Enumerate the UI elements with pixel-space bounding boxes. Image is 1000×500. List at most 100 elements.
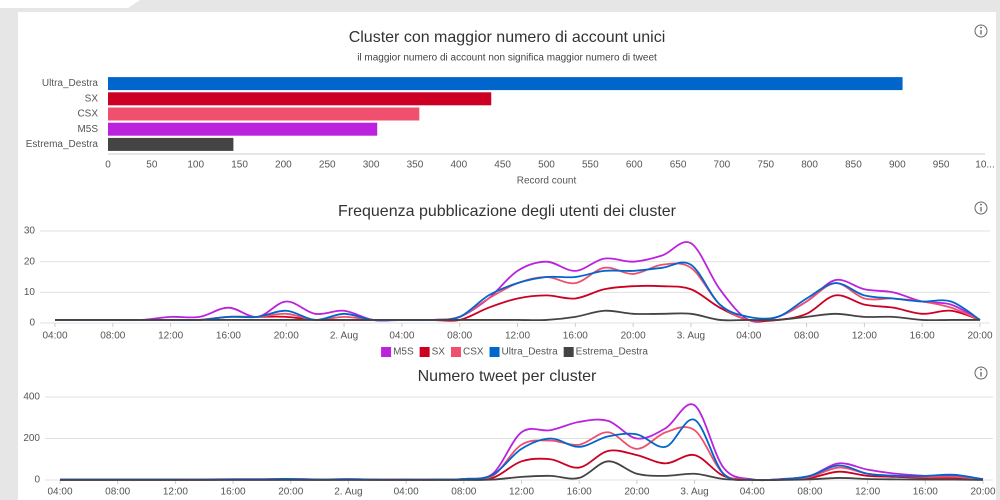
chart-title: Numero tweet per cluster <box>418 368 597 385</box>
series-line <box>54 241 981 323</box>
bar <box>108 92 492 106</box>
x-tick-label: 500 <box>538 160 555 171</box>
x-tick-label: 150 <box>231 160 248 171</box>
y-tick-label: Estrema_Destra <box>26 139 99 150</box>
x-tick-label: 900 <box>889 160 906 171</box>
chart-subtitle: il maggior numero di account non signifi… <box>357 53 657 64</box>
info-icon[interactable] <box>974 24 988 38</box>
x-tick-label: 3. Aug <box>677 331 705 342</box>
series-line <box>54 309 980 322</box>
x-tick-label: 12:00 <box>509 487 534 498</box>
x-tick-label: 800 <box>801 160 818 171</box>
x-tick-label: 750 <box>757 160 774 171</box>
x-tick-label: 550 <box>582 160 599 171</box>
info-icon-dot <box>980 203 982 206</box>
x-tick-label: 50 <box>146 160 158 171</box>
legend-swatch <box>563 347 574 357</box>
info-icon-circle <box>974 201 988 215</box>
x-tick-label: 350 <box>407 160 424 171</box>
x-tick-label: 450 <box>494 160 511 171</box>
x-tick-label: 300 <box>363 160 380 171</box>
x-tick-label: 20:00 <box>621 331 646 342</box>
legend-item[interactable]: CSX <box>450 347 484 358</box>
x-tick-label: 0 <box>105 160 111 171</box>
x-tick-label: 04:00 <box>740 487 765 498</box>
info-icon[interactable] <box>974 201 988 215</box>
info-icon-dot <box>980 26 982 29</box>
x-tick-label: 08:00 <box>105 487 130 498</box>
x-tick-label: 12:00 <box>505 331 530 342</box>
y-tick-label: 200 <box>23 433 40 444</box>
x-tick-label: 04:00 <box>47 487 72 498</box>
x-tick-label: 16:00 <box>563 331 588 342</box>
x-tick-label: 04:00 <box>736 331 761 342</box>
legend-label: Ultra_Destra <box>502 347 559 358</box>
y-tick-label: 0 <box>34 475 40 486</box>
y-tick-label: 20 <box>24 256 36 267</box>
legend-label: Estrema_Destra <box>576 347 649 358</box>
x-tick-label: 20:00 <box>624 487 649 498</box>
legend-item[interactable]: SX <box>419 347 446 358</box>
series-line <box>60 460 984 482</box>
x-tick-label: 08:00 <box>100 331 125 342</box>
legend-swatch <box>419 347 430 357</box>
chart-title: Cluster con maggior numero di account un… <box>349 29 666 46</box>
y-tick-label: 30 <box>24 226 36 237</box>
bar <box>108 77 903 91</box>
x-tick-label: 20:00 <box>970 487 995 498</box>
x-tick-label: 04:00 <box>42 331 67 342</box>
x-tick-label: 12:00 <box>855 487 880 498</box>
x-tick-label: 850 <box>845 160 862 171</box>
x-tick-label: 2. Aug <box>334 487 362 498</box>
x-tick-label: 08:00 <box>451 487 476 498</box>
x-tick-label: 950 <box>933 160 950 171</box>
x-tick-label: 10... <box>975 160 994 171</box>
info-icon[interactable] <box>974 366 988 380</box>
legend-item[interactable]: M5S <box>381 347 414 358</box>
legend-item[interactable]: Estrema_Destra <box>563 347 649 358</box>
x-tick-label: 400 <box>450 160 467 171</box>
legend-swatch <box>381 347 392 357</box>
x-axis-title: Record count <box>517 176 577 187</box>
y-tick-label: SX <box>85 93 99 104</box>
x-tick-label: 16:00 <box>913 487 938 498</box>
x-tick-label: 20:00 <box>967 331 992 342</box>
chart-title: Frequenza pubblicazione degli utenti dei… <box>338 203 677 220</box>
bar <box>108 107 420 121</box>
x-tick-label: 08:00 <box>447 331 472 342</box>
x-tick-label: 2. Aug <box>330 331 358 342</box>
x-tick-label: 16:00 <box>567 487 592 498</box>
x-tick-label: 700 <box>714 160 731 171</box>
info-icon-circle <box>974 24 988 38</box>
legend-label: M5S <box>393 347 414 358</box>
legend-item[interactable]: Ultra_Destra <box>489 347 559 358</box>
y-tick-label: 10 <box>24 287 36 298</box>
x-tick-label: 20:00 <box>278 487 303 498</box>
info-icon-dot <box>980 368 982 371</box>
x-tick-label: 20:00 <box>274 331 299 342</box>
legend-swatch <box>450 347 461 357</box>
x-tick-label: 100 <box>187 160 204 171</box>
legend-label: SX <box>432 347 446 358</box>
x-tick-label: 250 <box>319 160 336 171</box>
bar <box>108 137 234 151</box>
y-tick-label: M5S <box>77 124 98 135</box>
x-tick-label: 12:00 <box>163 487 188 498</box>
x-tick-label: 16:00 <box>910 331 935 342</box>
legend-label: CSX <box>463 347 484 358</box>
x-tick-label: 12:00 <box>158 331 183 342</box>
x-tick-label: 08:00 <box>797 487 822 498</box>
y-tick-label: CSX <box>77 109 98 120</box>
x-tick-label: 650 <box>670 160 687 171</box>
info-icon-circle <box>974 366 988 380</box>
x-tick-label: 200 <box>275 160 292 171</box>
x-tick-label: 16:00 <box>216 331 241 342</box>
x-tick-label: 08:00 <box>794 331 819 342</box>
y-tick-label: Ultra_Destra <box>42 78 99 89</box>
legend-swatch <box>489 347 500 357</box>
x-tick-label: 16:00 <box>221 487 246 498</box>
x-tick-label: 12:00 <box>852 331 877 342</box>
bar <box>108 122 378 136</box>
legend: M5S SX CSX Ultra_Destra Estrema_Destra <box>381 347 648 358</box>
